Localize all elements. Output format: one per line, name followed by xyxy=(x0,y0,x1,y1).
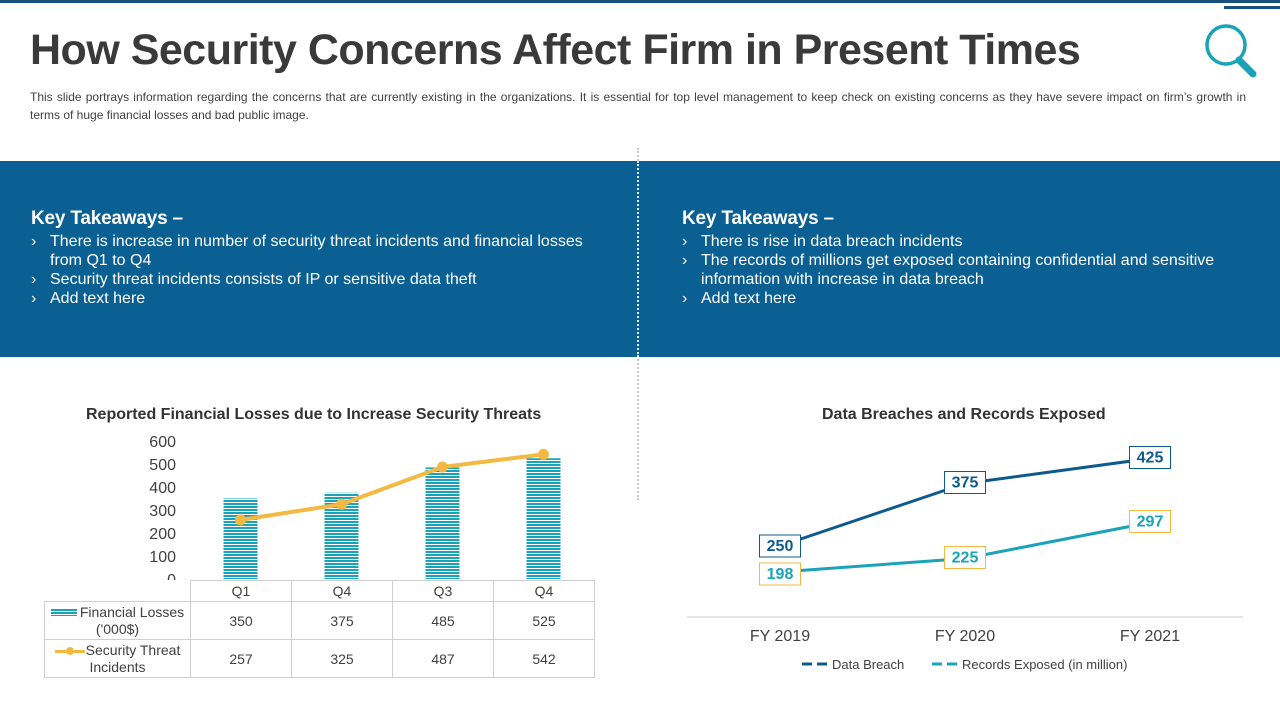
data-label: 225 xyxy=(952,550,979,567)
y-tick-label: 300 xyxy=(149,503,176,520)
table-cell: 485 xyxy=(392,601,494,640)
table-header-cell: Q1 xyxy=(190,580,292,602)
table-header-row: Q1 Q4 Q3 Q4 xyxy=(44,580,595,602)
takeaway-text: Add text here xyxy=(50,290,146,307)
corner-accent-bar xyxy=(1224,6,1280,9)
legend-label: Data Breach xyxy=(832,657,904,672)
page-subtitle: This slide portrays information regardin… xyxy=(30,90,1246,122)
takeaways-right: Key Takeaways – › There is rise in data b… xyxy=(682,208,1242,308)
y-tick-label: 200 xyxy=(149,526,176,543)
bar-legend-swatch xyxy=(50,609,77,617)
table-cell: 525 xyxy=(493,601,595,640)
list-item: › There is increase in number of security… xyxy=(31,232,591,270)
y-tick-label: 100 xyxy=(149,549,176,566)
line-legend-swatch xyxy=(54,646,85,656)
top-accent-rule xyxy=(0,0,1280,3)
threat-incidents-point xyxy=(538,448,549,460)
table-header-cell: Q4 xyxy=(291,580,393,602)
data-label: 250 xyxy=(767,538,794,555)
data-label: 375 xyxy=(952,475,979,492)
data-label-box xyxy=(759,562,801,586)
losses-chart: 0 100 200 300 400 500 600 xyxy=(149,434,561,580)
takeaway-text: Security threat incidents consists of IP… xyxy=(50,271,477,288)
takeaways-left: Key Takeaways – › There is increase in nu… xyxy=(31,208,591,308)
list-item: › There is rise in data breach incidents xyxy=(682,232,1242,251)
legend-threat-incidents: Security Threat Incidents xyxy=(44,639,191,678)
threat-incidents-point xyxy=(336,498,347,510)
breaches-chart: FY 2019 FY 2020 FY 2021 250 375 425 198 225 297 D… xyxy=(687,446,1243,672)
table-row: Security Threat Incidents 257 325 487 54… xyxy=(44,639,595,678)
legend-label: Financial Losses ('000$) xyxy=(79,603,185,637)
chevron-right-icon: › xyxy=(31,271,37,288)
data-label-box xyxy=(1129,510,1171,533)
search-icon xyxy=(1205,24,1257,78)
threat-incidents-line xyxy=(240,452,544,522)
legend-label: Records Exposed (in million) xyxy=(962,657,1127,672)
band-divider xyxy=(637,161,639,357)
takeaway-text: Add text here xyxy=(701,290,797,307)
y-tick-label: 600 xyxy=(149,434,176,451)
list-item: › Security threat incidents consists of I… xyxy=(31,270,591,289)
table-cell: 325 xyxy=(291,639,393,678)
y-tick-label: 400 xyxy=(149,480,176,497)
x-tick-label: FY 2020 xyxy=(935,628,995,645)
chevron-right-icon: › xyxy=(682,252,688,269)
legend-label: Security Threat Incidents xyxy=(85,641,181,675)
table-cell: 487 xyxy=(392,639,494,678)
x-tick-label: FY 2019 xyxy=(750,628,810,645)
page-title: How Security Concerns Affect Firm in Pre… xyxy=(30,26,1081,74)
table-cell: 542 xyxy=(493,639,595,678)
table-cell: 257 xyxy=(190,639,292,678)
takeaways-right-list: › There is rise in data breach incidents … xyxy=(682,232,1242,308)
chevron-right-icon: › xyxy=(31,290,37,307)
data-label-box xyxy=(759,534,801,558)
table-cell: 350 xyxy=(190,601,292,640)
chevron-right-icon: › xyxy=(682,290,688,307)
takeaway-text: There is increase in number of security … xyxy=(50,233,583,269)
chevron-right-icon: › xyxy=(682,233,688,250)
takeaways-left-list: › There is increase in number of security… xyxy=(31,232,591,308)
data-label: 425 xyxy=(1137,450,1164,467)
financial-loss-bar xyxy=(425,467,460,579)
takeaway-text: There is rise in data breach incidents xyxy=(701,233,963,250)
list-item: › Add text here xyxy=(31,289,591,308)
table-header-cell: Q3 xyxy=(392,580,494,602)
chart-title-breaches: Data Breaches and Records Exposed xyxy=(822,406,1106,423)
chevron-right-icon: › xyxy=(31,233,37,250)
financial-loss-bar xyxy=(223,498,258,579)
losses-data-table: Q1 Q4 Q3 Q4 Financial Losses ('000$) 350… xyxy=(44,580,595,678)
table-corner xyxy=(44,580,191,602)
data-label: 297 xyxy=(1137,514,1164,531)
threat-incidents-point xyxy=(437,461,448,473)
y-tick-label: 0 xyxy=(167,572,176,580)
list-item: › The records of millions get exposed con… xyxy=(682,251,1242,289)
threat-incidents-point xyxy=(235,514,246,526)
data-label-box xyxy=(944,546,986,569)
data-label-box xyxy=(1129,446,1171,469)
chart-title-losses: Reported Financial Losses due to Increas… xyxy=(86,406,542,423)
table-row: Financial Losses ('000$) 350 375 485 525 xyxy=(44,601,595,640)
x-tick-label: FY 2021 xyxy=(1120,628,1180,645)
legend-financial-losses: Financial Losses ('000$) xyxy=(44,601,191,640)
financial-loss-bar xyxy=(526,458,561,579)
table-cell: 375 xyxy=(291,601,393,640)
data-label: 198 xyxy=(767,566,794,583)
y-tick-label: 500 xyxy=(149,457,176,474)
takeaways-band xyxy=(0,161,1280,357)
table-header-cell: Q4 xyxy=(493,580,595,602)
takeaways-right-heading: Key Takeaways – xyxy=(682,208,834,229)
data-label-box xyxy=(944,471,986,494)
list-item: › Add text here xyxy=(682,289,1242,308)
takeaway-text: The records of millions get exposed cont… xyxy=(701,252,1215,288)
takeaways-left-heading: Key Takeaways – xyxy=(31,208,183,229)
